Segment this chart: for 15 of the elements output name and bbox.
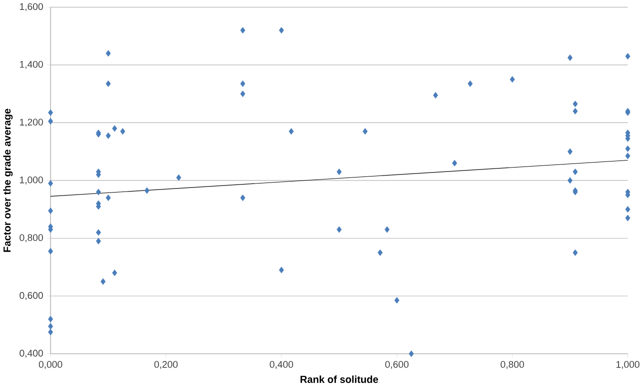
y-axis-title: Factor over the grade average [3, 108, 13, 252]
x-tick-label: 1,000 [616, 360, 640, 369]
y-tick-label: 0,600 [20, 292, 43, 300]
x-tick-label: 0,000 [38, 360, 62, 369]
x-tick-label: 0,600 [385, 360, 409, 369]
x-axis-title: Rank of solitude [300, 375, 378, 383]
y-tick-label: 1,400 [20, 60, 43, 69]
y-tick-label: 0,800 [20, 234, 43, 242]
y-tick-label: 1,000 [20, 176, 43, 184]
x-tick-label: 0,400 [270, 360, 294, 369]
x-tick-label: 0,800 [500, 360, 524, 369]
y-tick-label: 1,600 [20, 3, 43, 12]
x-tick-label: 0,200 [154, 360, 178, 369]
y-tick-label: 1,200 [20, 118, 43, 127]
y-tick-label: 0,400 [20, 350, 43, 358]
